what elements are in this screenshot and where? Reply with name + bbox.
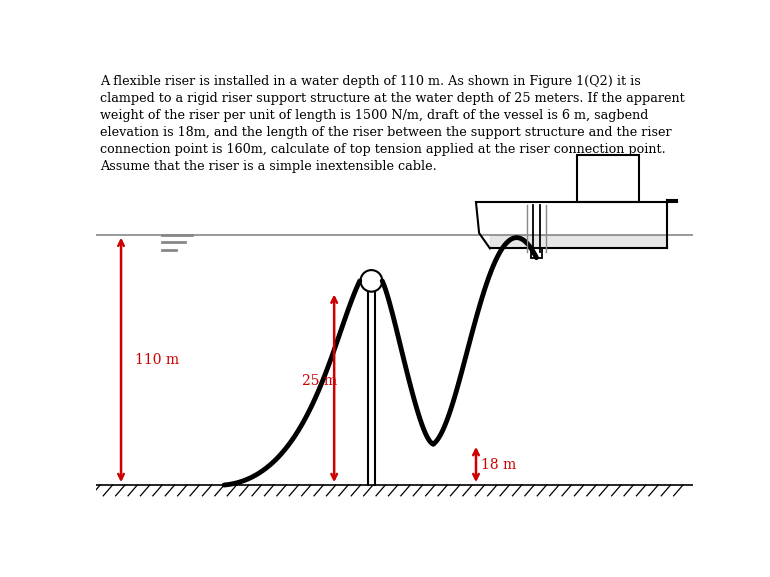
Text: 110 m: 110 m xyxy=(135,353,179,367)
Text: clamped to a rigid riser support structure at the water depth of 25 meters. If t: clamped to a rigid riser support structu… xyxy=(100,92,685,106)
Bar xyxy=(577,155,639,203)
Text: Assume that the riser is a simple inextensible cable.: Assume that the riser is a simple inexte… xyxy=(100,160,437,173)
Polygon shape xyxy=(490,235,668,249)
Text: 18 m: 18 m xyxy=(480,458,516,471)
Text: weight of the riser per unit of length is 1500 N/m, draft of the vessel is 6 m, : weight of the riser per unit of length i… xyxy=(100,109,648,122)
Text: 25 m: 25 m xyxy=(302,374,336,388)
Text: elevation is 18m, and the length of the riser between the support structure and : elevation is 18m, and the length of the … xyxy=(100,126,671,139)
Bar xyxy=(531,249,542,258)
Text: A flexible riser is installed in a water depth of 110 m. As shown in Figure 1(Q2: A flexible riser is installed in a water… xyxy=(100,76,641,88)
Text: connection point is 160m, calculate of top tension applied at the riser connecti: connection point is 160m, calculate of t… xyxy=(100,143,666,156)
